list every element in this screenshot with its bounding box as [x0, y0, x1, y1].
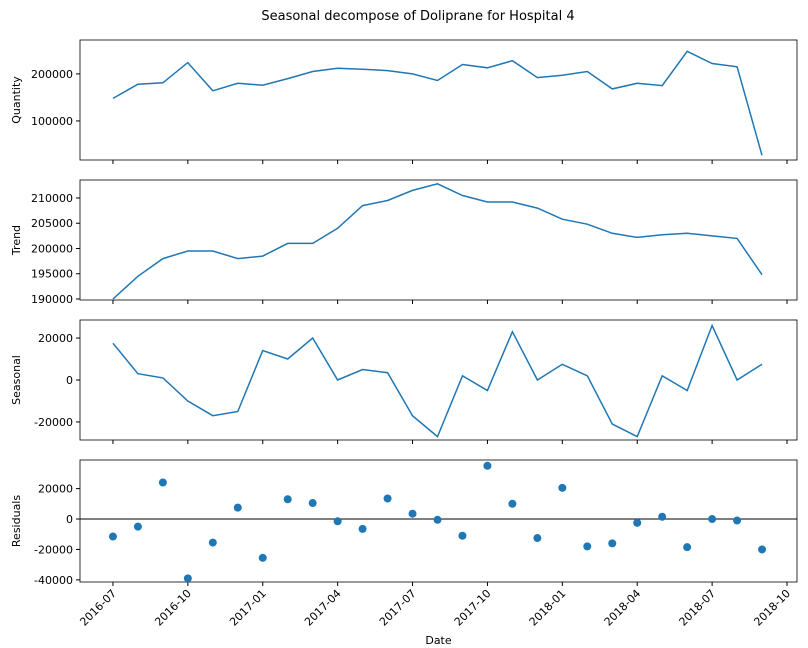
- y-tick-label: -20000: [34, 543, 73, 556]
- point: [183, 574, 192, 583]
- x-tick-label: 2018-07: [677, 587, 719, 629]
- x-tick-label: 2017-07: [377, 587, 419, 629]
- point: [558, 483, 567, 492]
- series-line: [112, 50, 763, 156]
- plot-frame: [79, 179, 798, 301]
- plot-frame: [79, 459, 798, 583]
- point: [108, 532, 117, 541]
- y-axis-label: Trend: [10, 225, 23, 256]
- x-tick-label: 2018-01: [527, 587, 569, 629]
- point: [583, 542, 592, 551]
- point: [408, 509, 417, 518]
- x-tick-label: 2018-04: [602, 587, 644, 629]
- plot-frame: [79, 39, 798, 161]
- point: [708, 515, 717, 524]
- point: [233, 503, 242, 512]
- y-axis-label: Quantity: [10, 76, 23, 124]
- point: [358, 524, 367, 533]
- point: [208, 538, 217, 547]
- point: [308, 499, 317, 508]
- chart-title: Seasonal decompose of Doliprane for Hosp…: [261, 9, 574, 24]
- point: [158, 478, 167, 487]
- y-tick-label: -40000: [34, 574, 73, 587]
- point: [633, 518, 642, 527]
- y-tick-label: 190000: [31, 293, 73, 306]
- point: [133, 522, 142, 531]
- point: [658, 512, 667, 521]
- point: [508, 499, 517, 508]
- x-tick-label: 2018-10: [751, 587, 793, 629]
- series-line: [112, 323, 763, 438]
- point: [608, 539, 617, 548]
- point: [283, 495, 292, 504]
- y-tick-label: 100000: [31, 115, 73, 128]
- point: [483, 461, 492, 470]
- x-axis-label: Date: [425, 634, 452, 647]
- y-tick-label: 0: [66, 513, 73, 526]
- y-tick-label: 0: [66, 374, 73, 387]
- y-tick-label: 195000: [31, 268, 73, 281]
- x-tick-label: 2017-01: [227, 587, 269, 629]
- y-tick-label: 20000: [38, 332, 73, 345]
- plot-frame: [79, 319, 798, 441]
- x-tick-label: 2017-10: [452, 587, 494, 629]
- point: [433, 515, 442, 524]
- y-tick-label: 200000: [31, 68, 73, 81]
- point: [758, 545, 767, 554]
- series-line: [112, 183, 763, 300]
- y-tick-label: 205000: [31, 217, 73, 230]
- y-tick-label: 20000: [38, 483, 73, 496]
- point: [533, 534, 542, 543]
- x-tick-label: 2016-10: [152, 587, 194, 629]
- point: [333, 517, 342, 526]
- point: [258, 553, 267, 562]
- point: [383, 494, 392, 503]
- y-tick-label: -20000: [34, 416, 73, 429]
- y-tick-label: 210000: [31, 192, 73, 205]
- point: [683, 543, 692, 552]
- y-tick-label: 200000: [31, 242, 73, 255]
- y-axis-label: Seasonal: [10, 355, 23, 405]
- point: [458, 531, 467, 540]
- x-tick-label: 2017-04: [302, 587, 344, 629]
- y-axis-label: Residuals: [10, 495, 23, 547]
- x-tick-label: 2016-07: [77, 587, 119, 629]
- point: [733, 516, 742, 525]
